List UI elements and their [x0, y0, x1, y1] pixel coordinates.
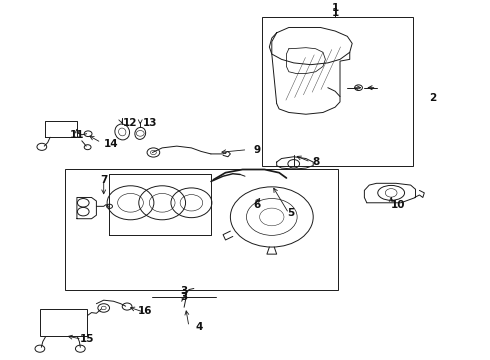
Text: 3: 3 — [180, 292, 188, 302]
Text: 13: 13 — [143, 118, 157, 128]
Text: 2: 2 — [429, 93, 436, 103]
Text: 6: 6 — [253, 199, 261, 210]
Text: 11: 11 — [70, 130, 84, 140]
Text: 10: 10 — [391, 199, 406, 210]
Text: 7: 7 — [100, 175, 107, 185]
Bar — [65, 169, 338, 289]
Text: 3: 3 — [180, 285, 188, 296]
Text: 5: 5 — [288, 208, 295, 219]
Bar — [40, 309, 87, 336]
Text: 4: 4 — [195, 322, 202, 332]
Bar — [262, 17, 413, 166]
Text: 8: 8 — [312, 157, 319, 167]
Text: 15: 15 — [79, 334, 94, 344]
Text: 1: 1 — [332, 3, 339, 13]
Text: 12: 12 — [123, 118, 138, 128]
Text: 14: 14 — [104, 139, 118, 149]
Text: 9: 9 — [254, 145, 261, 155]
Text: 1: 1 — [332, 8, 339, 18]
Text: 16: 16 — [138, 306, 152, 316]
